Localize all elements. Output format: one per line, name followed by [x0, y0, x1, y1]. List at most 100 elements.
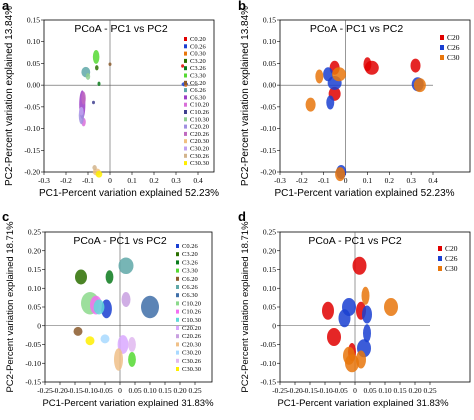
point-C30	[305, 97, 316, 112]
panel-letter: c	[2, 209, 9, 224]
legend-swatch	[438, 246, 442, 251]
legend-swatch	[176, 309, 179, 314]
legend-swatch	[440, 45, 444, 50]
y-tick-label: -0.05	[24, 102, 40, 111]
legend-label: C0.26	[190, 43, 206, 50]
legend-label: C3.20	[190, 58, 206, 65]
legend-swatch	[176, 276, 179, 281]
panel-letter: a	[2, 0, 10, 13]
legend-swatch	[176, 358, 179, 363]
x-tick-label: 0	[344, 176, 348, 185]
legend-label: C3.26	[182, 259, 198, 266]
y-tick-label: 0.05	[263, 59, 276, 68]
point-C20	[410, 58, 421, 73]
x-tick-label: 0.10	[143, 386, 156, 395]
legend-swatch	[184, 131, 187, 136]
legend-label: C0.26	[182, 243, 198, 250]
legend-label: C10.26	[190, 109, 210, 116]
y-tick-label: -0.15	[260, 146, 276, 155]
legend-swatch	[176, 252, 179, 257]
point-C30.26	[92, 165, 97, 171]
legend-swatch	[184, 51, 187, 56]
legend-label: C10.30	[182, 317, 201, 324]
x-tick-label: 0	[353, 386, 357, 395]
x-tick-label: -0.3	[274, 176, 286, 185]
y-tick-label: 0	[272, 321, 276, 330]
point-C0.20	[181, 64, 185, 68]
chart-title: PCoA - PC1 vs PC2	[73, 235, 167, 247]
x-tick-label: -0.10	[317, 386, 333, 395]
legend-label: C6.30	[190, 94, 206, 101]
legend-label: C30.26	[190, 153, 210, 160]
y-axis-label: PC2-Percent variation explained 13.84%	[4, 6, 15, 186]
x-tick-label: 0.4	[193, 176, 203, 185]
legend-swatch	[184, 110, 187, 114]
legend-swatch	[176, 301, 179, 306]
legend-label: C20.20	[182, 325, 201, 332]
y-tick-label: 0.15	[263, 16, 276, 25]
y-tick-label: 0.20	[263, 246, 276, 255]
point-C3.30	[128, 352, 136, 367]
legend-swatch	[176, 260, 179, 265]
chart-title: PCoA - PC1 vs PC2	[310, 23, 404, 35]
y-tick-label: 0.00	[27, 81, 40, 90]
legend-label: C0.30	[190, 51, 206, 58]
x-axis-label: PC1-Percent variation explained 52.23%	[274, 188, 454, 199]
y-tick-label: 0.05	[28, 303, 41, 312]
y-tick-label: -0.10	[260, 359, 276, 368]
legend-label: C3.26	[190, 65, 206, 72]
y-tick-label: -0.20	[260, 168, 276, 177]
x-tick-label: 0.05	[363, 386, 376, 395]
legend-swatch	[176, 293, 179, 298]
point-C30	[315, 69, 324, 84]
y-tick-label: 0.15	[28, 265, 41, 274]
point-C30.26	[128, 337, 136, 352]
legend-label: C6.26	[182, 284, 198, 291]
x-tick-label: -0.05	[332, 386, 348, 395]
y-tick-label: -0.05	[260, 102, 276, 111]
point-C30	[345, 354, 359, 373]
x-tick-label: 0.1	[363, 176, 373, 185]
point-C30.30	[85, 336, 95, 346]
x-tick-label: 0.15	[158, 386, 171, 395]
y-tick-label: -0.10	[24, 124, 40, 133]
x-tick-label: -0.15	[67, 386, 83, 395]
x-axis-label: PC1-Percent variation explained 31.83%	[277, 398, 449, 409]
y-tick-label: 0.15	[263, 265, 276, 274]
point-C20.30	[114, 348, 123, 371]
legend-swatch	[438, 256, 442, 261]
point-C3.20	[75, 269, 87, 285]
x-tick-label: -0.25	[37, 386, 53, 395]
x-tick-label: 0.20	[173, 386, 186, 395]
point-C30.20	[79, 106, 84, 116]
point-C30	[332, 67, 347, 82]
legend-swatch	[184, 146, 187, 151]
x-tick-label: 0	[118, 386, 122, 395]
legend-label: C30.20	[190, 146, 209, 153]
plot-frame	[279, 19, 471, 173]
y-tick-label: 0.25	[263, 228, 276, 237]
chart-title: PCoA - PC1 vs PC2	[74, 23, 168, 35]
legend-label: C30	[445, 264, 458, 273]
y-tick-label: -0.15	[260, 378, 276, 387]
point-C10.30	[93, 299, 105, 315]
x-tick-label: 0.15	[393, 386, 406, 395]
legend-label: C26	[445, 254, 458, 263]
x-tick-label: 0.10	[378, 386, 391, 395]
legend-swatch	[176, 244, 179, 248]
legend-swatch	[184, 73, 187, 78]
y-tick-label: 0.15	[27, 16, 40, 25]
chart-title: PCoA - PC1 vs PC2	[308, 235, 402, 247]
legend-label: C0.20	[190, 36, 206, 43]
legend-swatch	[184, 95, 187, 100]
x-tick-label: -0.20	[287, 386, 303, 395]
point-C26	[362, 305, 372, 324]
point-C30	[413, 78, 426, 93]
legend-swatch	[184, 139, 187, 144]
x-tick-label: 0.25	[423, 386, 436, 395]
point-C3.26	[105, 270, 114, 284]
y-tick-label: 0.10	[27, 37, 40, 46]
